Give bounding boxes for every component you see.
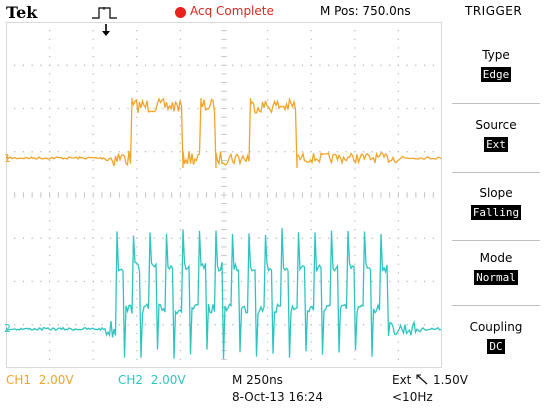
menu-source[interactable]: Source Ext [475, 118, 517, 152]
ch2-readout[interactable]: CH2 2.00V [118, 373, 186, 387]
menu-divider [452, 240, 540, 241]
falling-edge-icon [416, 374, 428, 385]
menu-divider [452, 172, 540, 173]
menu-divider [452, 305, 540, 306]
waveform-display[interactable] [6, 22, 442, 368]
date-readout: 8-Oct-13 16:24 [232, 390, 324, 404]
menu-slope[interactable]: Slope Falling [470, 186, 522, 220]
ch1-readout[interactable]: CH1 2.00V [6, 373, 74, 387]
menu-mode[interactable]: Mode Normal [474, 251, 518, 285]
brand-logo: Tek [6, 3, 38, 22]
ch1-trace [6, 96, 442, 169]
menu-type[interactable]: Type Edge [480, 48, 512, 82]
ch2-trace [6, 228, 442, 359]
timebase-readout[interactable]: M 250ns [232, 373, 283, 387]
ch1-ground-marker[interactable]: 1 [4, 152, 11, 165]
trigger-frequency: <10Hz [392, 390, 433, 404]
status-indicator [175, 7, 186, 18]
menu-title: TRIGGER [465, 4, 523, 18]
trigger-readout[interactable]: Ext 1.50V [392, 373, 468, 387]
horizontal-position: M Pos: 750.0ns [320, 4, 411, 18]
menu-coupling[interactable]: Coupling DC [469, 320, 523, 354]
acquisition-status: Acq Complete [190, 4, 274, 18]
graticule [6, 22, 442, 368]
rising-pulse-icon [92, 7, 117, 36]
ch2-ground-marker[interactable]: 2 [4, 322, 11, 335]
menu-divider [452, 103, 540, 104]
